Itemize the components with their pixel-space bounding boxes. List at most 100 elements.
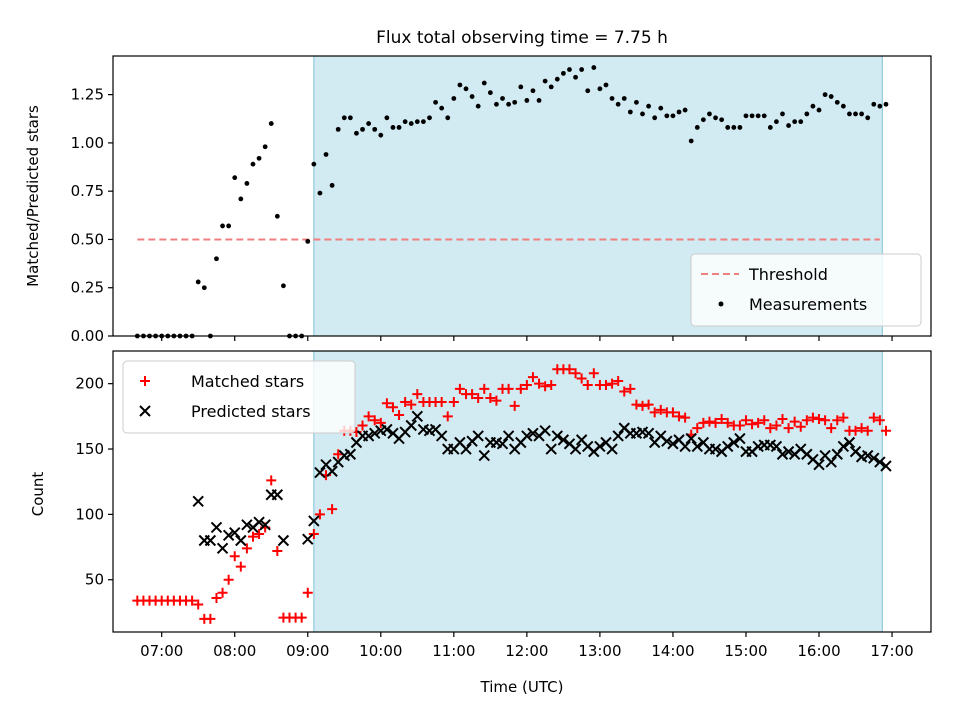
axes-frame	[112, 350, 932, 633]
data-point	[761, 113, 767, 119]
data-point	[235, 534, 247, 547]
x-tick-label: 09:00	[286, 642, 329, 660]
data-point	[698, 417, 709, 428]
data-point	[277, 534, 290, 547]
data-point	[728, 436, 740, 449]
data-point	[296, 612, 307, 623]
data-point	[253, 516, 265, 528]
data-point	[217, 587, 228, 598]
legend-label: Measurements	[749, 295, 867, 314]
data-point	[400, 396, 411, 407]
data-point	[861, 449, 874, 462]
data-point	[467, 389, 478, 400]
data-point	[216, 542, 229, 555]
data-point	[272, 545, 283, 556]
data-point	[235, 561, 246, 572]
top-y-axis-label: Matched/Predicted stars	[24, 105, 42, 287]
data-point	[567, 67, 572, 72]
data-point	[357, 420, 368, 431]
data-point	[737, 125, 743, 130]
data-point	[362, 430, 375, 442]
data-point	[704, 416, 715, 427]
data-point	[502, 430, 515, 442]
data-point	[658, 105, 664, 111]
data-point	[691, 440, 703, 453]
data-point	[832, 415, 843, 426]
data-point	[576, 373, 587, 384]
chart-title: Flux total observing time = 7.75 h	[376, 28, 668, 48]
data-point	[521, 379, 532, 390]
data-point	[607, 378, 618, 389]
data-point	[804, 111, 810, 117]
data-point	[771, 420, 782, 431]
data-point	[783, 423, 794, 434]
data-point	[570, 368, 581, 379]
legend-marker	[140, 376, 150, 386]
data-point	[667, 438, 679, 450]
legend-marker	[139, 405, 151, 417]
data-point	[655, 404, 666, 415]
data-point	[360, 126, 365, 132]
data-point	[780, 111, 785, 117]
data-point	[475, 103, 481, 109]
data-point	[722, 417, 733, 428]
data-point	[850, 425, 861, 436]
data-point	[862, 425, 873, 436]
data-point	[433, 99, 438, 105]
data-point	[643, 399, 654, 410]
data-point	[743, 113, 749, 119]
data-point	[527, 372, 538, 383]
data-point	[222, 529, 235, 541]
data-point	[765, 423, 776, 434]
data-point	[548, 84, 554, 90]
data-point	[664, 113, 670, 119]
data-point	[816, 107, 822, 113]
data-point	[369, 415, 380, 426]
plots: 0.00 0.25 0.50 0.75 1.00 1.25 Threshold Measure…	[71, 55, 932, 660]
data-point	[820, 415, 831, 426]
series-predicted-stars	[192, 410, 892, 555]
y-tick-label: 0.75	[71, 182, 104, 200]
x-tick-label: 07:00	[140, 642, 183, 660]
data-point	[427, 115, 432, 121]
data-point	[546, 379, 557, 390]
data-point	[585, 88, 591, 94]
data-point	[734, 420, 745, 431]
data-point	[652, 115, 658, 121]
data-point	[640, 111, 645, 117]
data-point	[692, 423, 703, 434]
data-point	[229, 551, 240, 562]
data-point	[679, 440, 691, 453]
data-point	[625, 383, 636, 394]
data-point	[247, 531, 258, 542]
y-tick-label: 50	[85, 571, 104, 589]
data-point	[323, 152, 329, 157]
data-point	[402, 119, 408, 125]
data-point	[223, 574, 234, 585]
data-point	[792, 119, 798, 125]
data-point	[795, 421, 806, 432]
data-point	[268, 121, 274, 126]
data-point	[494, 101, 499, 107]
x-tick-label: 13:00	[578, 642, 621, 660]
data-point	[554, 76, 560, 82]
data-point	[254, 528, 265, 539]
data-point	[569, 443, 582, 455]
data-point	[694, 125, 700, 130]
data-point	[387, 402, 398, 413]
data-point	[412, 389, 423, 400]
data-point	[229, 526, 241, 539]
data-point	[786, 123, 791, 128]
data-point	[634, 99, 639, 105]
data-point	[536, 98, 542, 103]
legend-label: Predicted stars	[191, 402, 311, 421]
data-point	[825, 456, 837, 468]
data-point	[646, 103, 651, 109]
x-tick-label: 16:00	[797, 642, 840, 660]
data-point	[436, 396, 447, 407]
data-point	[454, 383, 465, 394]
data-point	[853, 111, 858, 117]
data-point	[874, 456, 886, 468]
data-point	[314, 466, 326, 479]
data-point	[274, 213, 280, 219]
